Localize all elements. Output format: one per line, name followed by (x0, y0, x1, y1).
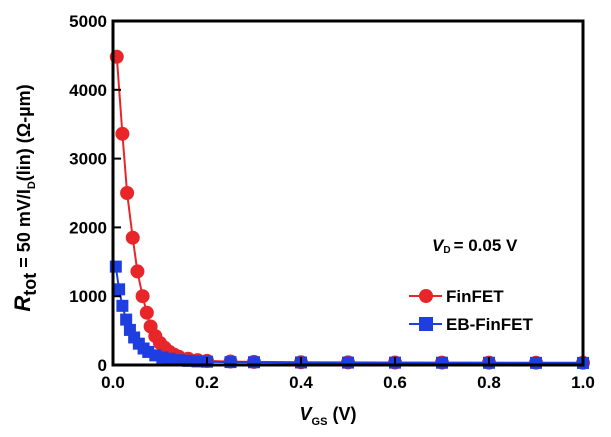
data-point-eb-finfet (530, 356, 542, 369)
data-point-finfet (135, 289, 150, 304)
data-point-eb-finfet (113, 283, 126, 296)
x-tick-label: 0.8 (477, 373, 501, 392)
x-axis-ticks: 0.0 0.2 0.4 0.6 0.8 1.0 (101, 357, 595, 392)
x-tick-label: 0.0 (101, 373, 125, 392)
y-axis-label: Rtot = 50 mV/ID(lin) (Ω-µm) (10, 84, 40, 311)
legend-item-finfet: FinFET (409, 287, 504, 306)
y-tick-label: 3000 (69, 150, 107, 169)
legend-item-eb-finfet: EB-FinFET (409, 315, 533, 334)
data-point-eb-finfet (116, 299, 129, 312)
data-point-finfet (115, 126, 130, 141)
legend-marker-finfet (419, 289, 433, 303)
x-tick-label: 0.2 (195, 373, 219, 392)
y-axis-ticks: 0 1000 2000 3000 4000 5000 (69, 12, 121, 375)
y-tick-label: 1000 (69, 287, 107, 306)
data-point-finfet (125, 230, 140, 245)
data-point-finfet (139, 305, 154, 320)
y-tick-label: 5000 (69, 12, 107, 31)
legend-marker-eb-finfet (419, 317, 433, 331)
data-point-eb-finfet (163, 352, 176, 365)
data-point-eb-finfet (342, 356, 354, 369)
y-tick-label: 2000 (69, 218, 107, 237)
data-point-eb-finfet (172, 354, 185, 367)
data-point-finfet (120, 186, 135, 200)
x-axis-label: VGS (V) (300, 404, 357, 428)
x-tick-label: 0.6 (383, 373, 407, 392)
x-tick-label: 1.0 (571, 373, 595, 392)
legend-label-finfet: FinFET (446, 287, 504, 306)
legend: FinFET EB-FinFET (409, 287, 533, 334)
y-tick-label: 0 (98, 356, 107, 375)
bias-annotation: VD = 0.05 V (432, 236, 518, 256)
x-tick-label: 0.4 (289, 373, 313, 392)
data-point-eb-finfet (120, 313, 133, 326)
data-point-eb-finfet (436, 356, 448, 369)
y-tick-label: 4000 (69, 81, 107, 100)
plot-frame (111, 19, 585, 367)
legend-label-eb-finfet: EB-FinFET (446, 315, 533, 334)
data-point-finfet (130, 264, 145, 279)
